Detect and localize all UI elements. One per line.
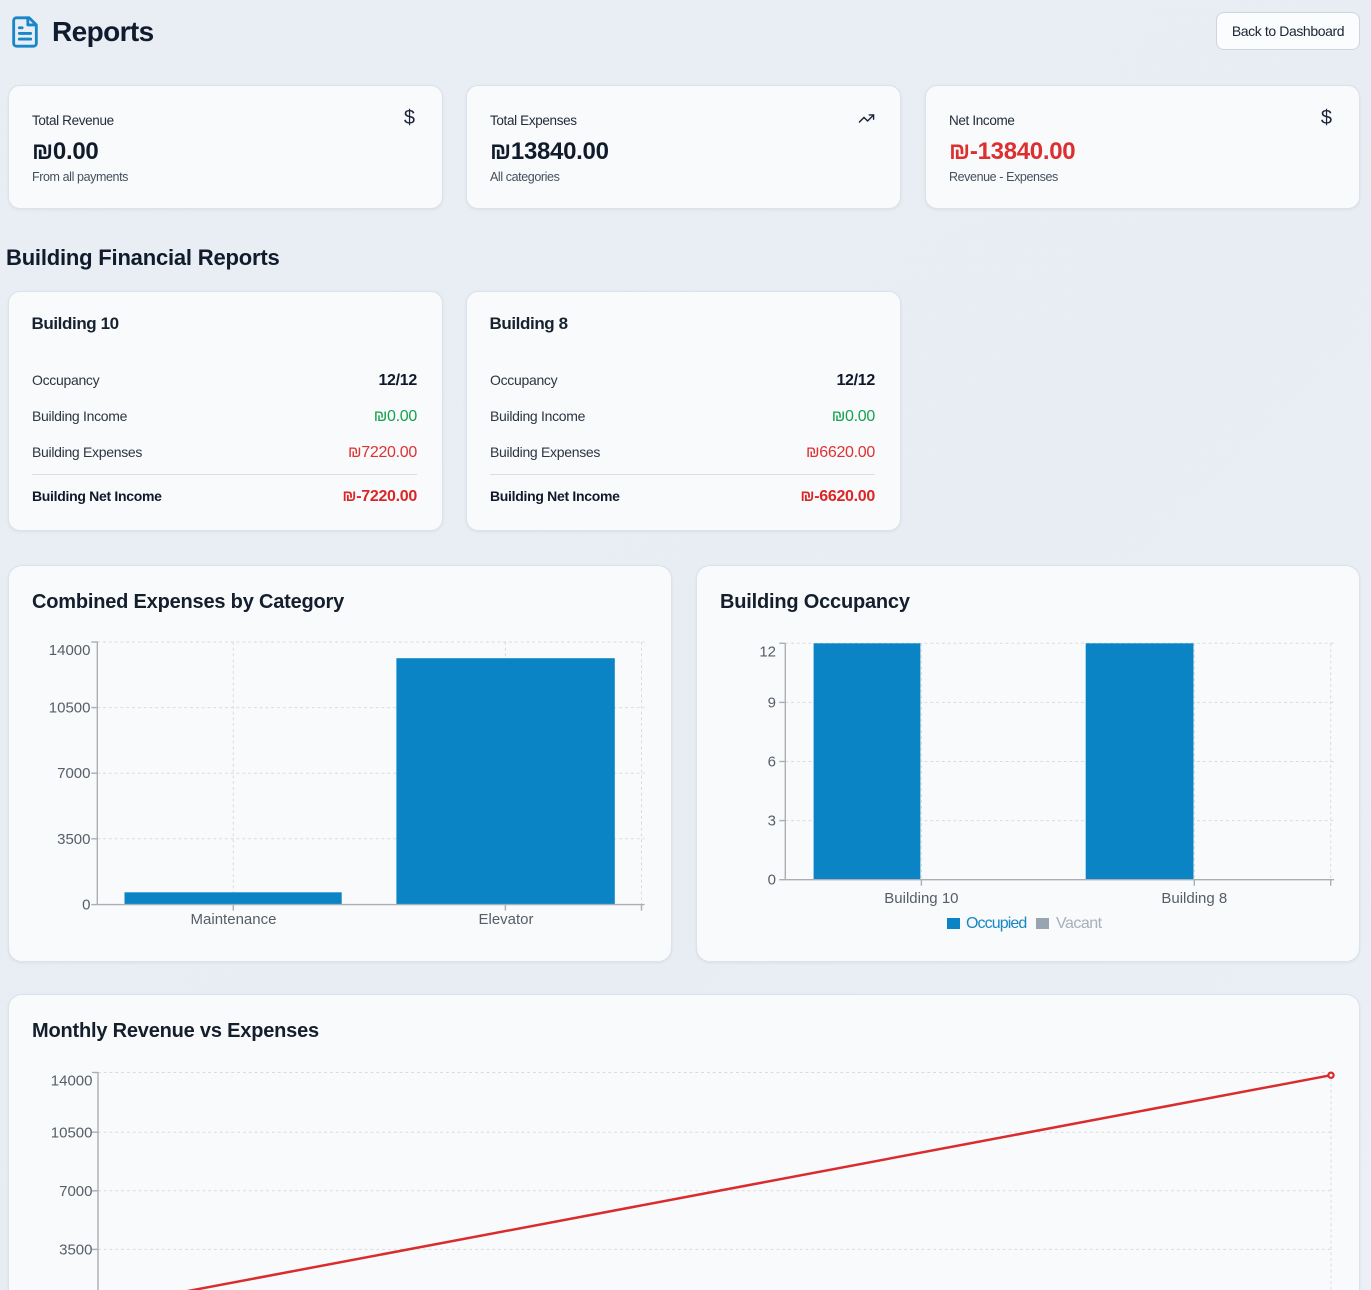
svg-text:3: 3 xyxy=(768,813,776,830)
svg-text:0: 0 xyxy=(768,872,776,889)
svg-text:3500: 3500 xyxy=(57,831,90,848)
svg-text:10500: 10500 xyxy=(51,1125,93,1142)
svg-text:3500: 3500 xyxy=(59,1242,92,1259)
svg-text:Building 10: Building 10 xyxy=(884,890,958,907)
svg-text:Elevator: Elevator xyxy=(478,911,533,928)
svg-text:14000: 14000 xyxy=(49,642,91,659)
svg-text:Vacant: Vacant xyxy=(1056,915,1103,932)
svg-text:10500: 10500 xyxy=(49,700,91,717)
svg-text:14000: 14000 xyxy=(51,1072,93,1089)
svg-text:Occupied: Occupied xyxy=(966,915,1026,932)
svg-text:Maintenance: Maintenance xyxy=(191,911,277,928)
svg-text:6: 6 xyxy=(768,754,776,771)
svg-text:Building 8: Building 8 xyxy=(1161,890,1227,907)
svg-text:9: 9 xyxy=(768,694,776,711)
svg-text:12: 12 xyxy=(759,643,776,660)
svg-text:7000: 7000 xyxy=(59,1183,92,1200)
svg-text:7000: 7000 xyxy=(57,765,90,782)
svg-text:0: 0 xyxy=(82,897,90,914)
